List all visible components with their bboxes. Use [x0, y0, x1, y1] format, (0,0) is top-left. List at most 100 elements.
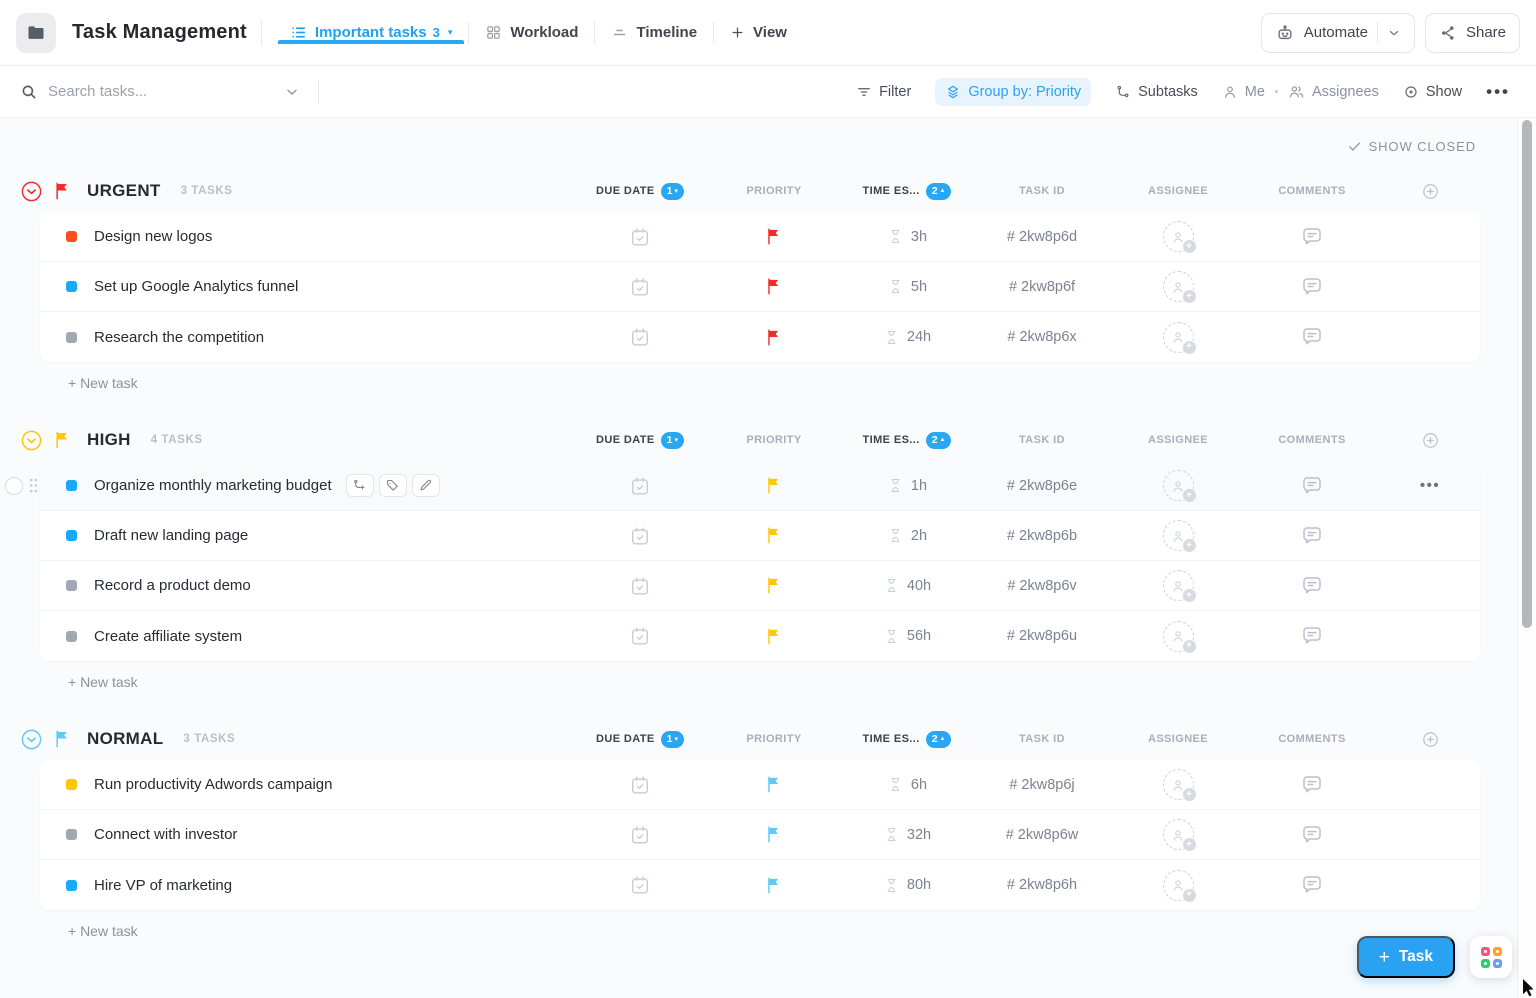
- column-time-estimate[interactable]: TIME ES... 2 ▲: [842, 182, 972, 200]
- me-button[interactable]: Me: [1222, 84, 1265, 100]
- comments-cell[interactable]: [1244, 574, 1380, 598]
- column-comments[interactable]: COMMENTS: [1244, 434, 1380, 446]
- add-assignee-avatar[interactable]: +: [1162, 470, 1196, 502]
- add-column-icon[interactable]: [1380, 730, 1480, 749]
- priority-cell[interactable]: [706, 825, 842, 844]
- status-square[interactable]: [66, 231, 77, 242]
- status-square[interactable]: [66, 630, 77, 642]
- column-task-id[interactable]: TASK ID: [972, 185, 1112, 197]
- group-by-button[interactable]: Group by: Priority: [935, 77, 1092, 106]
- assignees-button[interactable]: Assignees: [1288, 83, 1379, 100]
- assignee-cell[interactable]: +: [1112, 769, 1244, 801]
- time-estimate-cell[interactable]: 24h: [842, 329, 972, 346]
- assignee-cell[interactable]: +: [1112, 620, 1244, 653]
- priority-cell[interactable]: [706, 876, 842, 895]
- column-assignee[interactable]: ASSIGNEE: [1112, 185, 1244, 197]
- status-square[interactable]: [66, 779, 77, 790]
- comments-cell[interactable]: [1244, 773, 1380, 797]
- column-task-id[interactable]: TASK ID: [972, 434, 1112, 446]
- task-name[interactable]: Draft new landing page: [94, 527, 249, 544]
- assignee-cell[interactable]: +: [1112, 470, 1244, 502]
- status-square[interactable]: [66, 331, 77, 343]
- time-estimate-cell[interactable]: 3h: [842, 228, 972, 245]
- column-due-date[interactable]: DUE DATE 1 ▾: [574, 431, 706, 449]
- time-estimate-cell[interactable]: 56h: [842, 628, 972, 645]
- assignee-cell[interactable]: +: [1112, 819, 1244, 851]
- due-date-cell[interactable]: [574, 326, 706, 348]
- column-task-id[interactable]: TASK ID: [972, 733, 1112, 745]
- collapse-group-icon[interactable]: [20, 429, 43, 452]
- add-assignee-avatar[interactable]: +: [1162, 520, 1196, 552]
- row-more-button[interactable]: •••: [1419, 477, 1441, 494]
- new-task-button[interactable]: + New task: [68, 923, 138, 939]
- task-name[interactable]: Run productivity Adwords campaign: [94, 776, 333, 793]
- due-date-cell[interactable]: [574, 625, 706, 647]
- share-button[interactable]: Share: [1424, 12, 1520, 53]
- task-name[interactable]: Design new logos: [94, 228, 213, 245]
- sort-badge[interactable]: 2 ▲: [925, 431, 952, 449]
- tag-button[interactable]: [378, 474, 407, 497]
- tab-timeline[interactable]: Timeline: [597, 22, 711, 44]
- task-name[interactable]: Research the competition: [94, 328, 265, 346]
- column-time-estimate[interactable]: TIME ES... 2 ▲: [842, 730, 972, 748]
- drag-handle-icon[interactable]: [28, 477, 39, 494]
- subtasks-button[interactable]: Subtasks: [1115, 84, 1198, 100]
- search-input[interactable]: [48, 83, 238, 100]
- column-priority[interactable]: PRIORITY: [706, 185, 842, 197]
- due-date-cell[interactable]: [574, 276, 706, 298]
- assignee-cell[interactable]: +: [1112, 570, 1244, 602]
- chevron-down-icon[interactable]: [1387, 26, 1401, 40]
- sort-badge[interactable]: 2 ▲: [925, 730, 952, 748]
- column-comments[interactable]: COMMENTS: [1244, 733, 1380, 745]
- due-date-cell[interactable]: [574, 475, 706, 497]
- time-estimate-cell[interactable]: 40h: [842, 577, 972, 594]
- add-assignee-avatar[interactable]: +: [1162, 819, 1196, 851]
- status-square[interactable]: [66, 879, 77, 891]
- tab-add-view[interactable]: View: [716, 22, 801, 44]
- new-task-button[interactable]: + New task: [68, 674, 138, 690]
- priority-cell[interactable]: [706, 576, 842, 595]
- due-date-cell[interactable]: [574, 874, 706, 896]
- comments-cell[interactable]: [1244, 225, 1380, 249]
- sort-badge[interactable]: 1 ▾: [660, 182, 684, 200]
- priority-cell[interactable]: [706, 328, 842, 347]
- app-launcher-button[interactable]: [1470, 936, 1512, 978]
- assignee-cell[interactable]: +: [1112, 869, 1244, 902]
- task-name[interactable]: Hire VP of marketing: [94, 876, 233, 894]
- comments-cell[interactable]: [1244, 325, 1380, 349]
- time-estimate-cell[interactable]: 1h: [842, 477, 972, 494]
- task-name[interactable]: Connect with investor: [94, 826, 238, 843]
- time-estimate-cell[interactable]: 2h: [842, 527, 972, 544]
- column-assignee[interactable]: ASSIGNEE: [1112, 733, 1244, 745]
- chevron-down-icon[interactable]: [284, 84, 300, 100]
- priority-cell[interactable]: [706, 775, 842, 794]
- status-square[interactable]: [66, 829, 77, 840]
- new-task-button[interactable]: + New task: [68, 375, 138, 391]
- due-date-cell[interactable]: [574, 226, 706, 248]
- add-assignee-avatar[interactable]: +: [1162, 769, 1196, 801]
- assignee-cell[interactable]: +: [1112, 321, 1244, 354]
- comments-cell[interactable]: [1244, 873, 1380, 897]
- column-due-date[interactable]: DUE DATE 1 ▾: [574, 182, 706, 200]
- status-square[interactable]: [66, 281, 77, 292]
- select-task-radio[interactable]: [5, 476, 23, 495]
- comments-cell[interactable]: [1244, 275, 1380, 299]
- assignee-cell[interactable]: +: [1112, 221, 1244, 253]
- priority-cell[interactable]: [706, 476, 842, 495]
- add-assignee-avatar[interactable]: +: [1162, 271, 1196, 303]
- add-column-icon[interactable]: [1380, 431, 1480, 450]
- due-date-cell[interactable]: [574, 824, 706, 846]
- status-square[interactable]: [66, 580, 77, 591]
- tab-important-tasks[interactable]: Important tasks 3 ▾: [276, 22, 466, 44]
- time-estimate-cell[interactable]: 80h: [842, 877, 972, 894]
- column-assignee[interactable]: ASSIGNEE: [1112, 434, 1244, 446]
- due-date-cell[interactable]: [574, 774, 706, 796]
- status-square[interactable]: [66, 530, 77, 541]
- column-comments[interactable]: COMMENTS: [1244, 185, 1380, 197]
- time-estimate-cell[interactable]: 5h: [842, 278, 972, 295]
- due-date-cell[interactable]: [574, 525, 706, 547]
- task-name[interactable]: Record a product demo: [94, 577, 251, 594]
- add-assignee-avatar[interactable]: +: [1162, 221, 1196, 253]
- folder-icon[interactable]: [16, 12, 56, 53]
- tab-workload[interactable]: Workload: [471, 22, 592, 44]
